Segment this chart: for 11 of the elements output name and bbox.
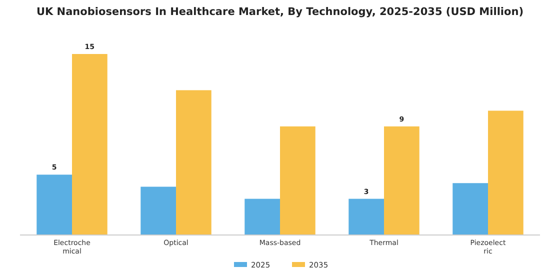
bar — [244, 198, 280, 235]
bar — [72, 54, 108, 235]
bar — [280, 126, 316, 235]
bar — [36, 174, 72, 235]
bar — [176, 90, 212, 235]
chart-title: UK Nanobiosensors In Healthcare Market, By Technology, 2025-2035 (USD Million) — [36, 6, 524, 18]
bar — [348, 198, 384, 235]
bar — [452, 183, 488, 235]
bar — [488, 110, 524, 235]
bar — [384, 126, 420, 235]
bar — [140, 186, 176, 235]
